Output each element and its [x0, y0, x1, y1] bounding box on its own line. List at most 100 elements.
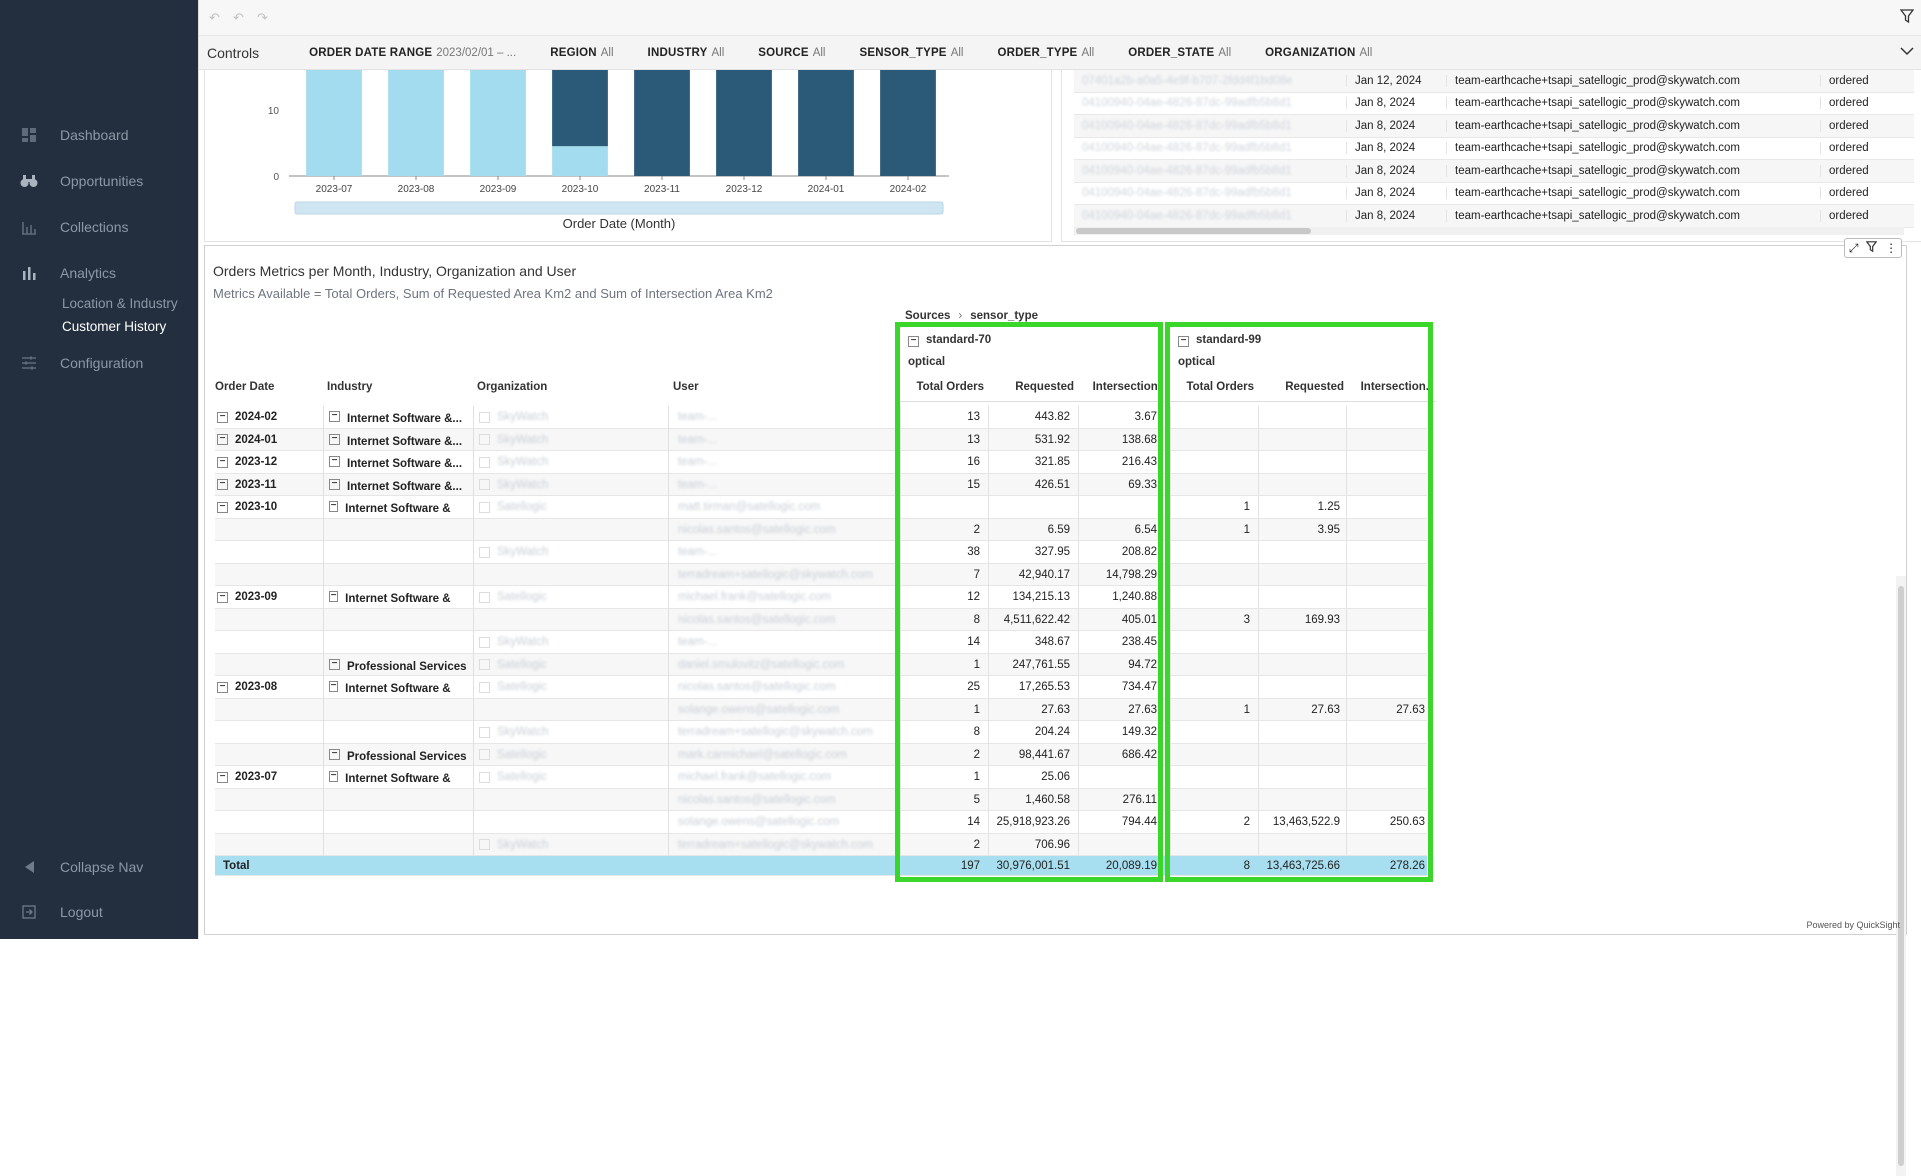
table-row[interactable] [215, 698, 1427, 721]
collapse-icon[interactable]: − [217, 771, 228, 783]
table-row[interactable] [215, 766, 1427, 789]
undo-alt-icon[interactable]: ↶ [233, 10, 244, 25]
metric-cell[interactable] [1258, 428, 1344, 451]
collapse-icon[interactable]: − [217, 479, 228, 491]
metric-cell[interactable] [1346, 743, 1429, 766]
metric-cell[interactable]: 1.25 [1258, 496, 1344, 519]
bar-2024-02-s1[interactable] [880, 70, 936, 176]
table-row[interactable]: 07401a2b-a0a5-4e9f-b707-2fdd4f1bd08e Jan … [1074, 70, 1914, 93]
table-row[interactable] [215, 586, 1427, 609]
metric-cell[interactable]: 4,511,622.42 [988, 608, 1074, 631]
metric-cell[interactable] [1346, 496, 1429, 519]
table-row[interactable]: 04100940-04ae-4826-87dc-99adfb5b8d1 Jan 8… [1074, 115, 1914, 138]
sidebar-item-opportunities[interactable]: Opportunities [20, 172, 143, 190]
table-row[interactable] [215, 811, 1427, 834]
collapse-icon[interactable]: − [329, 411, 340, 422]
metric-cell[interactable] [1346, 788, 1429, 811]
expand-icon[interactable] [479, 659, 490, 671]
sidebar-item-collections[interactable]: Collections [20, 218, 128, 236]
metric-header[interactable]: Total Orders [1186, 381, 1254, 393]
collapse-icon[interactable]: − [329, 770, 339, 782]
table-row[interactable] [215, 473, 1427, 496]
organization-cell[interactable]: Satellogic [479, 654, 649, 677]
metric-cell[interactable] [1258, 473, 1344, 496]
expand-icon[interactable] [479, 726, 490, 738]
metric-cell[interactable]: 169.93 [1258, 608, 1344, 631]
metric-cell[interactable] [1258, 721, 1344, 744]
metric-cell[interactable] [1346, 563, 1429, 586]
organization-cell[interactable]: SkyWatch [479, 406, 649, 429]
metric-cell[interactable] [1258, 676, 1344, 699]
metric-cell[interactable] [1170, 541, 1254, 564]
table-row[interactable] [215, 518, 1427, 541]
control-source[interactable]: SOURCE All [758, 47, 825, 59]
control-industry[interactable]: INDUSTRY All [648, 47, 725, 59]
collapse-icon[interactable]: − [329, 456, 340, 467]
table-row[interactable]: 04100940-04ae-4826-87dc-99adfb5b8d1 Jan 8… [1074, 93, 1914, 115]
metric-cell[interactable]: 706.96 [988, 833, 1074, 856]
metric-cell[interactable]: 27.63 [988, 698, 1074, 721]
metric-cell[interactable] [1346, 833, 1429, 856]
metric-header[interactable]: Intersection. [1360, 381, 1429, 393]
order-date-cell[interactable]: −2024-01 [217, 429, 327, 452]
metric-cell[interactable] [1170, 766, 1254, 789]
collapse-icon[interactable]: − [329, 590, 339, 602]
metric-cell[interactable]: 3.95 [1258, 518, 1344, 541]
collapse-icon[interactable]: − [329, 433, 340, 445]
metric-cell[interactable]: 6.54 [1078, 518, 1161, 541]
expand-icon[interactable] [479, 591, 490, 603]
bar-2023-07-s0[interactable] [306, 70, 362, 176]
table-row[interactable] [215, 721, 1427, 744]
metric-cell[interactable]: 1 [1170, 518, 1254, 541]
more-options-icon[interactable]: ⋮ [1885, 241, 1898, 255]
filter-icon[interactable] [1899, 9, 1915, 28]
metric-cell[interactable]: 238.45 [1078, 631, 1161, 654]
vertical-scrollbar[interactable] [1896, 576, 1906, 1176]
organization-cell[interactable]: Satellogic [479, 496, 649, 519]
industry-cell[interactable]: − Internet Software &... [329, 406, 469, 428]
metric-cell[interactable] [1170, 743, 1254, 766]
bar-2023-08-s0[interactable] [388, 70, 444, 176]
collapse-icon[interactable]: − [217, 411, 228, 423]
metric-cell[interactable] [1346, 541, 1429, 564]
metric-cell[interactable]: 7 [900, 563, 984, 586]
metric-cell[interactable] [1346, 631, 1429, 654]
sidebar-item-analytics[interactable]: Analytics [20, 264, 116, 282]
organization-cell[interactable]: SkyWatch [479, 429, 649, 452]
expand-icon[interactable] [479, 501, 490, 513]
expand-icon[interactable] [479, 839, 490, 851]
expand-icon[interactable] [479, 749, 490, 761]
scrollbar-thumb[interactable] [1076, 228, 1311, 234]
metric-cell[interactable]: 13 [900, 406, 984, 429]
collapse-icon[interactable]: − [217, 591, 228, 603]
metric-cell[interactable]: 13,463,522.9 [1258, 811, 1344, 834]
metric-cell[interactable]: 14,798.29 [1078, 563, 1161, 586]
metric-cell[interactable] [1170, 563, 1254, 586]
bar-2023-09-s0[interactable] [470, 70, 526, 176]
crumb-sensor-type[interactable]: sensor_type [970, 310, 1038, 322]
expand-icon[interactable] [479, 411, 490, 423]
table-row[interactable]: 04100940-04ae-4826-87dc-99adfb5b8d1 Jan 8… [1074, 183, 1914, 205]
metric-cell[interactable]: 1 [1170, 698, 1254, 721]
metric-cell[interactable]: 276.11 [1078, 788, 1161, 811]
metric-cell[interactable] [1346, 428, 1429, 451]
table-row[interactable] [215, 496, 1427, 519]
metric-cell[interactable]: 247,761.55 [988, 653, 1074, 676]
organization-cell[interactable]: SkyWatch [479, 721, 649, 744]
metric-cell[interactable] [1170, 428, 1254, 451]
metric-cell[interactable] [1346, 406, 1429, 429]
organization-cell[interactable]: Satellogic [479, 586, 649, 609]
date-range-slider[interactable] [294, 201, 944, 215]
collapse-icon[interactable]: − [329, 680, 339, 692]
expand-icon[interactable] [479, 636, 490, 648]
metric-cell[interactable]: 25 [900, 676, 984, 699]
collapse-icon[interactable]: − [217, 434, 228, 446]
metric-cell[interactable]: 8 [900, 721, 984, 744]
metric-cell[interactable] [1258, 406, 1344, 429]
metric-cell[interactable]: 14 [900, 811, 984, 834]
organization-cell[interactable]: Satellogic [479, 766, 649, 789]
sensor-group-header[interactable]: − standard-70 [908, 334, 1108, 347]
control-region[interactable]: REGION All [550, 47, 613, 59]
metric-cell[interactable]: 2 [900, 743, 984, 766]
metric-cell[interactable]: 17,265.53 [988, 676, 1074, 699]
